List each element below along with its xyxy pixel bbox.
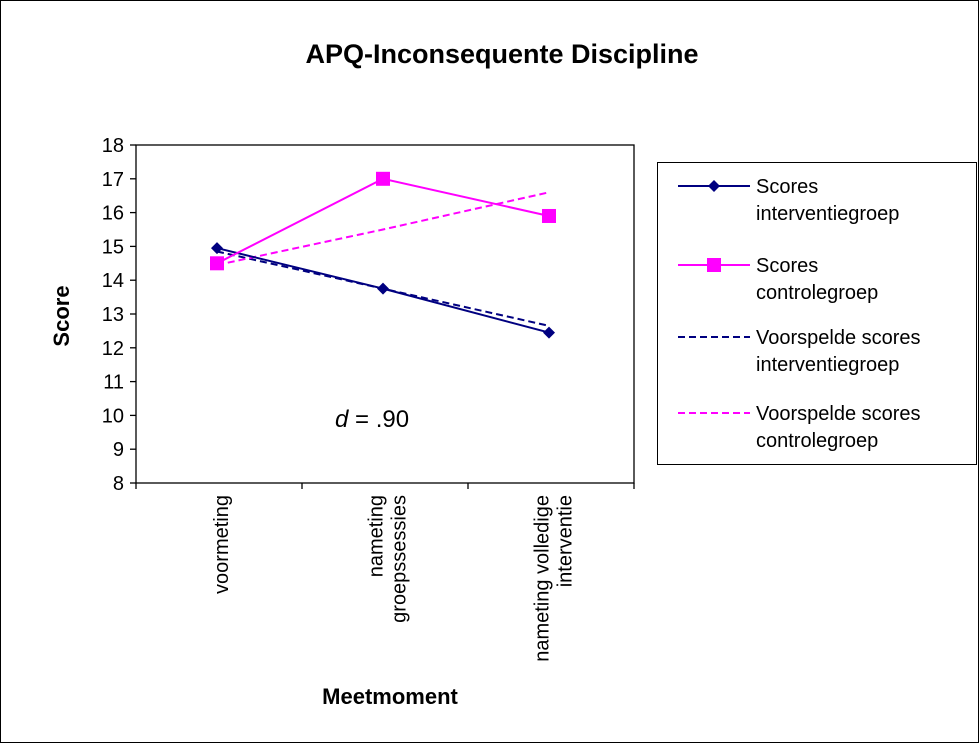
y-axis: 8 9 10 11 12 13 14 15 16 17 18 bbox=[102, 135, 136, 495]
x-axis-title: Meetmoment bbox=[322, 684, 458, 709]
y-axis-title: Score bbox=[49, 285, 74, 346]
y-tick-label: 14 bbox=[102, 270, 124, 292]
y-tick-label: 11 bbox=[103, 372, 124, 394]
legend-label-line: Voorspelde scores bbox=[756, 327, 921, 349]
legend-label: Scores interventiegroep bbox=[756, 176, 899, 225]
legend-label-line: interventiegroep bbox=[756, 203, 899, 225]
x-category-line: nameting volledige bbox=[532, 495, 554, 662]
y-tick-label: 16 bbox=[102, 203, 124, 225]
y-tick-label: 8 bbox=[113, 473, 124, 495]
legend-label-line: Scores bbox=[756, 176, 818, 198]
plot-area bbox=[135, 144, 635, 484]
legend-label-line: interventiegroep bbox=[756, 354, 899, 376]
x-category-label: nameting volledigeinterventie bbox=[532, 495, 577, 662]
y-tick-label: 18 bbox=[102, 135, 124, 157]
legend-label: Voorspelde scores interventiegroep bbox=[756, 327, 921, 376]
data-point-diamond bbox=[211, 242, 223, 255]
data-point-diamond bbox=[377, 282, 389, 295]
annotation-value: = .90 bbox=[348, 406, 409, 433]
y-tick-label: 9 bbox=[113, 439, 124, 461]
data-point-square bbox=[542, 208, 556, 223]
data-point-square bbox=[376, 171, 390, 186]
series-line bbox=[216, 191, 550, 266]
legend-items: Scores interventiegroep Scores controlegroe… bbox=[678, 176, 921, 452]
legend-marker-diamond bbox=[708, 180, 720, 192]
chart-title: APQ-Inconsequente Discipline bbox=[305, 39, 698, 69]
legend-label-line: controlegroep bbox=[756, 282, 878, 304]
legend-label: Scores controlegroep bbox=[756, 255, 878, 304]
legend: Scores interventiegroep Scores controlegroe… bbox=[657, 162, 977, 465]
x-category-line: voormeting bbox=[211, 495, 233, 594]
legend-label-line: Voorspelde scores bbox=[756, 403, 921, 425]
data-point-diamond bbox=[543, 326, 555, 339]
x-category-label: voormeting bbox=[211, 495, 233, 594]
legend-label-line: controlegroep bbox=[756, 430, 878, 452]
y-tick-label: 10 bbox=[102, 405, 124, 427]
annotation-d: d bbox=[335, 406, 349, 433]
x-category-label: nametinggroepssessies bbox=[366, 495, 411, 623]
y-tick-label: 17 bbox=[102, 169, 124, 191]
effect-size-annotation: d = .90 bbox=[335, 406, 409, 433]
y-tick-label: 15 bbox=[102, 236, 124, 258]
legend-label-line: Scores bbox=[756, 255, 818, 277]
x-category-line: interventie bbox=[555, 495, 577, 587]
y-tick-label: 12 bbox=[102, 338, 124, 360]
y-tick-label: 13 bbox=[102, 304, 124, 326]
x-category-line: nameting bbox=[366, 495, 388, 577]
legend-marker-square bbox=[707, 258, 721, 272]
legend-label: Voorspelde scores controlegroep bbox=[756, 403, 921, 452]
plot-border bbox=[135, 144, 635, 484]
data-point-square bbox=[210, 256, 224, 271]
x-category-line: groepssessies bbox=[389, 495, 411, 623]
x-axis: voormeting nametinggroepssessies nameting … bbox=[135, 483, 635, 662]
